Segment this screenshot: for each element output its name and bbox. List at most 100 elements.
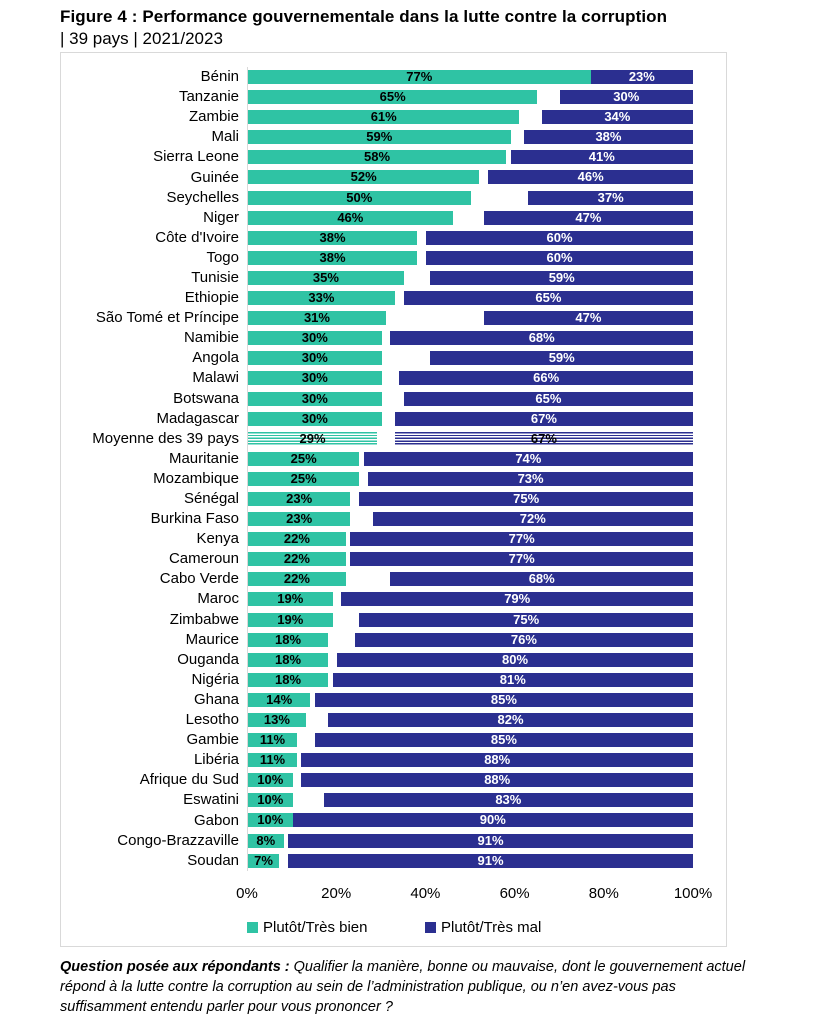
bar-mal: 91% xyxy=(288,832,693,848)
value-label-mal: 34% xyxy=(604,109,631,125)
value-label-mal: 90% xyxy=(479,812,506,828)
value-label-mal: 65% xyxy=(535,290,562,306)
bar-bien: 23% xyxy=(248,491,351,506)
bar-bien: 22% xyxy=(248,531,346,547)
row-plot-area: 65% 30% xyxy=(247,87,693,108)
figure-subtitle: | 39 pays | 2021/2023 xyxy=(60,29,223,48)
country-label: Maroc xyxy=(197,590,239,608)
row-plot-area: 30% 67% xyxy=(247,408,693,429)
value-label-mal: 75% xyxy=(513,611,540,627)
value-label-bien: 18% xyxy=(275,671,302,687)
chart-row: Cabo Verde 22% 68% xyxy=(61,569,726,590)
chart-row: Madagascar 30% 67% xyxy=(61,408,726,429)
value-label-mal: 75% xyxy=(513,490,540,506)
value-label-mal: 67% xyxy=(530,430,557,446)
bar-mal: 82% xyxy=(328,713,693,727)
row-plot-area: 22% 77% xyxy=(247,549,693,570)
country-label: Guinée xyxy=(190,168,239,186)
country-label: Sénégal xyxy=(183,490,239,508)
value-label-mal: 79% xyxy=(504,591,531,607)
value-label-bien: 11% xyxy=(259,732,286,748)
row-plot-area: 11% 85% xyxy=(247,730,693,751)
row-plot-area: 18% 80% xyxy=(247,649,693,670)
value-label-bien: 22% xyxy=(283,531,310,547)
row-plot-area: 25% 74% xyxy=(247,448,693,469)
value-label-bien: 35% xyxy=(312,269,339,285)
row-plot-area: 22% 77% xyxy=(247,529,693,550)
row-plot-area: 8% 91% xyxy=(247,830,693,851)
country-label: Congo-Brazzaville xyxy=(117,831,239,849)
figure-title: Figure 4 : Performance gouvernementale d… xyxy=(60,7,668,26)
value-label-bien: 46% xyxy=(337,209,364,225)
country-label: Zimbabwe xyxy=(169,610,239,628)
value-label-mal: 76% xyxy=(510,631,537,647)
value-label-mal: 91% xyxy=(477,832,504,848)
row-plot-area: 30% 59% xyxy=(247,348,693,369)
chart-row: Ethiopie 33% 65% xyxy=(61,288,726,309)
value-label-mal: 23% xyxy=(628,69,655,84)
value-label-bien: 30% xyxy=(301,410,328,426)
value-label-bien: 8% xyxy=(256,832,276,848)
bar-mal: 46% xyxy=(488,169,693,185)
bar-mal: 79% xyxy=(341,591,693,607)
value-label-mal: 60% xyxy=(546,249,573,265)
value-label-mal: 59% xyxy=(548,269,575,285)
figure-header: Figure 4 : Performance gouvernementale d… xyxy=(60,6,780,49)
row-plot-area: 33% 65% xyxy=(247,288,693,309)
country-label: Afrique du Sud xyxy=(139,771,239,789)
chart-row: Tunisie 35% 59% xyxy=(61,267,726,289)
row-plot-area: 46% 47% xyxy=(247,207,693,228)
bar-bien: 29% xyxy=(248,431,378,446)
chart-row: Guinée 52% 46% xyxy=(61,167,726,188)
bar-bien: 30% xyxy=(248,391,382,406)
bar-bien: 7% xyxy=(248,853,280,868)
bar-bien: 77% xyxy=(248,70,591,84)
value-label-mal: 74% xyxy=(515,450,542,466)
value-label-bien: 11% xyxy=(259,752,286,768)
bar-bien: 19% xyxy=(248,612,333,627)
country-label: Mozambique xyxy=(153,469,239,487)
value-label-bien: 10% xyxy=(257,812,284,828)
country-label: Cameroun xyxy=(168,550,239,568)
chart-row: Burkina Faso 23% 72% xyxy=(61,509,726,530)
chart-rows: Bénin 77% 23% Tanzanie 65% 30% Zambie 61% 34% Mal… xyxy=(61,67,726,871)
chart-row: Soudan 7% 91% xyxy=(61,850,726,871)
row-plot-area: 77% 23% xyxy=(247,67,693,88)
country-label: Tanzanie xyxy=(178,88,239,106)
value-label-mal: 47% xyxy=(575,209,602,225)
row-plot-area: 38% 60% xyxy=(247,227,693,248)
value-label-mal: 80% xyxy=(501,651,529,667)
country-label: Togo xyxy=(206,248,239,266)
value-label-mal: 47% xyxy=(575,310,602,326)
row-plot-area: 35% 59% xyxy=(247,267,693,289)
chart-row: Zimbabwe 19% 75% xyxy=(61,609,726,630)
bar-mal: 77% xyxy=(350,552,693,567)
row-plot-area: 11% 88% xyxy=(247,750,693,771)
chart-row: Mali 59% 38% xyxy=(61,127,726,148)
bar-mal: 77% xyxy=(350,531,693,547)
chart-row: Mauritanie 25% 74% xyxy=(61,448,726,469)
country-label: São Tomé et Príncipe xyxy=(95,309,239,327)
bar-bien: 14% xyxy=(248,692,311,707)
country-label: Eswatini xyxy=(183,791,239,809)
bar-bien: 52% xyxy=(248,170,480,185)
country-label: Ethiopie xyxy=(184,289,239,307)
country-label: Seychelles xyxy=(166,188,239,206)
bar-mal: 73% xyxy=(368,471,693,486)
country-label: Mali xyxy=(211,128,239,146)
value-label-mal: 46% xyxy=(577,169,604,185)
chart-row: Togo 38% 60% xyxy=(61,247,726,268)
bar-mal: 38% xyxy=(523,130,693,145)
value-label-mal: 41% xyxy=(588,149,615,165)
value-label-mal: 77% xyxy=(508,531,535,547)
value-label-bien: 30% xyxy=(301,370,328,386)
country-label: Niger xyxy=(203,208,239,226)
value-label-bien: 25% xyxy=(290,450,317,466)
row-plot-area: 10% 88% xyxy=(247,770,693,791)
x-tick-label: 0% xyxy=(236,885,258,902)
bar-bien: 11% xyxy=(248,732,297,748)
country-label: Angola xyxy=(192,349,239,367)
country-label: Zambie xyxy=(188,108,239,126)
chart-row: Sierra Leone 58% 41% xyxy=(61,147,726,168)
chart-row: Maroc 19% 79% xyxy=(61,589,726,610)
